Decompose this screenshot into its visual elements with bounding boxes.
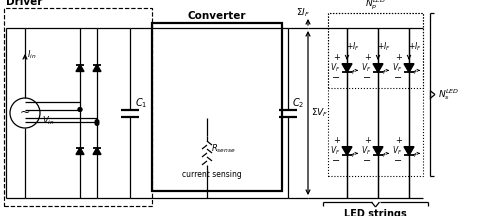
Bar [4,8,152,206]
Text: $+I_F$: $+I_F$ [408,40,422,53]
Text: $+I_F$: $+I_F$ [377,40,391,53]
Circle shape [78,108,82,111]
Polygon shape [373,64,383,72]
Text: $N_s^{LED}$: $N_s^{LED}$ [438,87,460,102]
Text: $V_F$: $V_F$ [392,62,402,74]
Text: LED strings: LED strings [344,209,407,216]
Text: $\Sigma I_F$: $\Sigma I_F$ [296,7,310,19]
Text: +: + [333,136,340,145]
Text: Driver: Driver [6,0,43,7]
Text: +: + [364,53,371,62]
Text: $V_F$: $V_F$ [330,145,340,157]
Text: current sensing: current sensing [182,170,242,179]
Text: $V_F$: $V_F$ [330,62,340,74]
Polygon shape [342,64,352,72]
Circle shape [95,120,99,123]
Bar [328,13,423,176]
Text: $\Sigma V_F$: $\Sigma V_F$ [311,107,328,119]
Text: +: + [333,53,340,62]
Bar [152,23,282,191]
Text: $N_p^{LED}$: $N_p^{LED}$ [364,0,386,12]
Text: +: + [395,53,402,62]
Text: ~: ~ [20,105,30,119]
Text: −: − [394,156,402,166]
Polygon shape [76,65,84,71]
Polygon shape [404,64,414,72]
Text: $V_F$: $V_F$ [360,62,371,74]
Text: +: + [364,136,371,145]
Bar [328,13,423,88]
Text: $V_F$: $V_F$ [392,145,402,157]
Polygon shape [342,147,352,155]
Polygon shape [93,148,101,154]
Circle shape [95,122,99,125]
Text: −: − [363,73,371,83]
Text: $I_{in}$: $I_{in}$ [27,49,36,61]
Text: $V_{in}$: $V_{in}$ [42,115,54,127]
Polygon shape [76,148,84,154]
Polygon shape [93,65,101,71]
Text: +: + [395,136,402,145]
Text: Converter: Converter [188,11,246,21]
Text: $C_2$: $C_2$ [292,96,304,110]
Text: $+I_F$: $+I_F$ [346,40,360,53]
Polygon shape [373,147,383,155]
Text: $V_F$: $V_F$ [360,145,371,157]
Circle shape [78,108,82,111]
Text: $R_{sense}$: $R_{sense}$ [211,143,236,155]
Polygon shape [404,147,414,155]
Text: −: − [332,73,340,83]
Text: −: − [394,73,402,83]
Text: −: − [332,156,340,166]
Text: $C_1$: $C_1$ [135,96,147,110]
Text: −: − [363,156,371,166]
